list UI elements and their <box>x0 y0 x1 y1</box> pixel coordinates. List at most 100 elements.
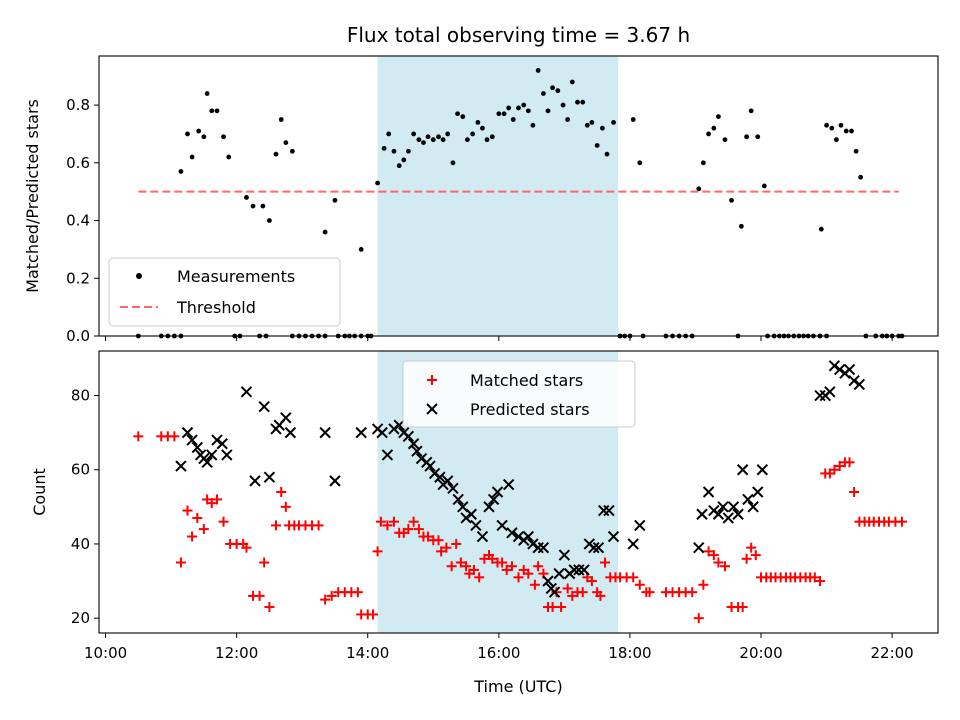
predicted-point <box>355 426 367 439</box>
predicted-point <box>206 449 218 461</box>
measurement-point <box>525 108 531 114</box>
measurement-point <box>375 180 380 186</box>
predicted-point <box>280 412 292 424</box>
matched-point <box>388 516 399 527</box>
matched-point <box>436 546 447 557</box>
predicted-point <box>402 430 415 443</box>
matched-point <box>577 587 588 598</box>
matched-point <box>218 516 229 527</box>
matched-point <box>567 590 578 601</box>
observing-window-shade <box>377 56 619 336</box>
measurement-point <box>201 134 207 140</box>
y-tick-label: 0.8 <box>66 96 90 114</box>
measurement-point <box>475 119 481 125</box>
measurement-point <box>322 229 328 235</box>
measurement-point <box>560 102 566 108</box>
y-tick-label: 20 <box>71 609 90 627</box>
predicted-point <box>558 549 571 561</box>
predicted-point <box>598 504 610 517</box>
measurement-point <box>209 108 215 114</box>
predicted-point <box>329 475 341 487</box>
matched-point <box>708 550 719 561</box>
measurement-point <box>843 128 849 134</box>
measurement-point <box>604 151 610 157</box>
predicted-point <box>747 501 759 513</box>
predicted-point <box>607 530 620 543</box>
matched-point <box>206 498 217 509</box>
matched-point <box>829 464 840 475</box>
measurement-point <box>550 85 555 91</box>
predicted-point <box>828 360 841 372</box>
matched-point <box>474 572 485 583</box>
measurement-point <box>391 148 397 154</box>
measurement-point <box>185 131 190 137</box>
x-tick-label: 20:00 <box>739 644 782 662</box>
matched-point <box>523 568 534 579</box>
predicted-point <box>263 471 276 483</box>
measurement-point <box>405 148 411 154</box>
matched-point <box>849 487 860 497</box>
matched-point <box>408 516 419 527</box>
predicted-point <box>240 386 253 398</box>
measurement-point <box>565 117 571 122</box>
x-tick-label: 14:00 <box>346 644 389 662</box>
measurement-point <box>535 68 541 73</box>
legend-measurements-label: Measurements <box>177 267 295 286</box>
measurement-point <box>178 169 184 174</box>
measurement-point <box>700 160 706 166</box>
predicted-point <box>568 564 580 576</box>
predicted-point <box>376 426 388 439</box>
predicted-point <box>470 519 482 532</box>
matched-point <box>703 546 714 557</box>
measurement-point <box>738 223 744 229</box>
predicted-point <box>434 471 446 483</box>
measurement-point <box>530 122 536 128</box>
chart-title: Flux total observing time = 3.67 h <box>347 23 690 47</box>
matched-point <box>815 576 826 587</box>
predicted-point <box>506 527 518 539</box>
predicted-point <box>284 426 297 439</box>
matched-point <box>693 613 704 624</box>
ratio-legend-box <box>108 257 341 327</box>
matched-point <box>461 561 472 572</box>
legend-matched-label: Matched stars <box>470 371 583 390</box>
matched-point <box>433 535 444 546</box>
measurement-point <box>214 108 220 114</box>
predicted-point <box>756 464 769 476</box>
measurement-point <box>386 131 392 137</box>
legend-matched-marker <box>427 375 437 385</box>
predicted-point <box>319 426 331 439</box>
measurement-point <box>196 128 202 134</box>
predicted-point <box>634 519 646 532</box>
measurement-point <box>430 137 436 143</box>
measurement-point <box>401 157 407 163</box>
count-legend-box <box>402 360 636 428</box>
predicted-point <box>722 512 734 524</box>
matched-point <box>644 587 655 598</box>
matched-point <box>687 587 698 598</box>
measurement-point <box>283 140 289 145</box>
measurement-point <box>521 102 527 108</box>
ratio-plot-frame <box>98 55 939 337</box>
count-panel: 20 40 60 80 10:00 12:00 14:00 16:00 18:00 20:00 22… <box>30 350 939 662</box>
measurement-point <box>289 148 295 154</box>
predicted-point <box>833 363 846 376</box>
measurement-point <box>545 108 551 114</box>
matched-point <box>562 583 573 594</box>
predicted-point <box>411 445 423 457</box>
matched-point <box>595 590 606 601</box>
measurement-point <box>480 125 485 131</box>
matched-point <box>834 461 845 472</box>
matched-point <box>372 546 383 557</box>
matched-point <box>844 457 855 468</box>
measurement-point <box>425 134 431 140</box>
matched-point <box>737 602 748 613</box>
predicted-point <box>424 460 436 472</box>
predicted-point <box>496 519 508 532</box>
predicted-point <box>201 456 213 469</box>
measurement-point <box>637 160 643 166</box>
count-plot-frame <box>98 350 939 634</box>
measurement-point <box>332 197 338 203</box>
predicted-point <box>483 501 495 513</box>
